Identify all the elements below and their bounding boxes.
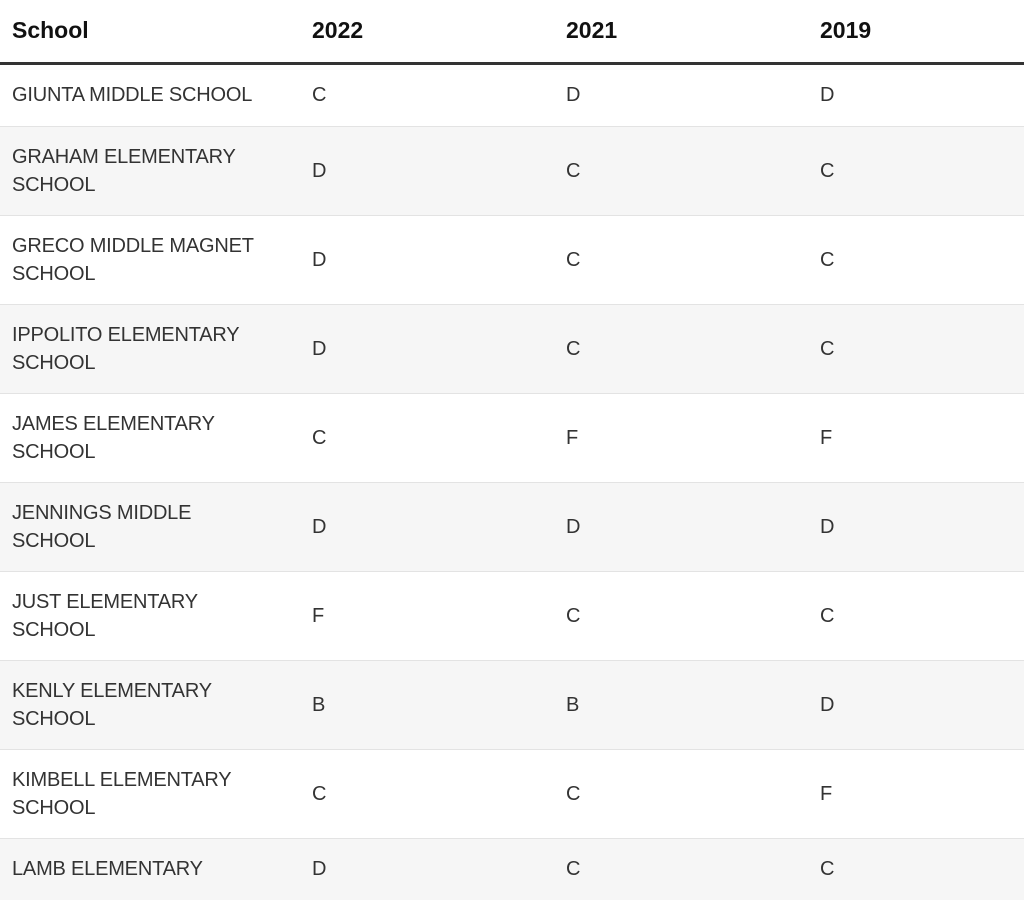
school-name-cell: JUST ELEMENTARY SCHOOL [0,571,300,661]
school-name-cell: JENNINGS MIDDLE SCHOOL [0,482,300,572]
grade-2021-cell: C [554,304,808,394]
school-name-cell: GRECO MIDDLE MAGNET SCHOOL [0,215,300,305]
grade-2022-cell: D [300,215,554,305]
column-header-2021[interactable]: 2021 [554,0,808,65]
grade-2022-cell: B [300,660,554,750]
grade-2022-cell: C [300,63,554,127]
school-name-cell: JAMES ELEMENTARY SCHOOL [0,393,300,483]
school-name-cell: LAMB ELEMENTARY [0,838,300,900]
grade-2019-cell: C [808,215,1024,305]
grade-2022-cell: D [300,304,554,394]
grade-2021-cell: D [554,63,808,127]
grade-2021-cell: C [554,126,808,216]
table-row: GIUNTA MIDDLE SCHOOL C D D [0,63,1024,127]
grade-2019-cell: D [808,482,1024,572]
grade-2019-cell: C [808,571,1024,661]
grade-2021-cell: C [554,571,808,661]
grade-2022-cell: D [300,126,554,216]
column-header-2019[interactable]: 2019 [808,0,1024,65]
table-body: GIUNTA MIDDLE SCHOOL C D D GRAHAM ELEMEN… [0,63,1024,900]
grade-2022-cell: C [300,749,554,839]
grade-2019-cell: F [808,749,1024,839]
grade-2022-cell: D [300,838,554,900]
grade-2019-cell: C [808,304,1024,394]
grade-2019-cell: D [808,63,1024,127]
header-row: School 2022 2021 2019 [0,0,1024,65]
table-row: KENLY ELEMENTARY SCHOOL B B D [0,660,1024,750]
school-name-cell: IPPOLITO ELEMENTARY SCHOOL [0,304,300,394]
table-row: IPPOLITO ELEMENTARY SCHOOL D C C [0,304,1024,394]
column-header-2022[interactable]: 2022 [300,0,554,65]
grade-2021-cell: C [554,215,808,305]
school-name-cell: GRAHAM ELEMENTARY SCHOOL [0,126,300,216]
table-header: School 2022 2021 2019 [0,0,1024,65]
table-row: JAMES ELEMENTARY SCHOOL C F F [0,393,1024,483]
grade-2022-cell: C [300,393,554,483]
table-row: LAMB ELEMENTARY D C C [0,838,1024,900]
table-row: JENNINGS MIDDLE SCHOOL D D D [0,482,1024,572]
grade-2021-cell: B [554,660,808,750]
grade-2019-cell: C [808,838,1024,900]
table-row: KIMBELL ELEMENTARY SCHOOL C C F [0,749,1024,839]
grade-2021-cell: C [554,749,808,839]
grade-2021-cell: F [554,393,808,483]
table-row: GRECO MIDDLE MAGNET SCHOOL D C C [0,215,1024,305]
column-header-school[interactable]: School [0,0,300,65]
school-name-cell: KENLY ELEMENTARY SCHOOL [0,660,300,750]
school-name-cell: GIUNTA MIDDLE SCHOOL [0,63,300,127]
school-name-cell: KIMBELL ELEMENTARY SCHOOL [0,749,300,839]
grade-2022-cell: F [300,571,554,661]
grade-2019-cell: F [808,393,1024,483]
grade-2019-cell: D [808,660,1024,750]
grade-2021-cell: D [554,482,808,572]
grade-2019-cell: C [808,126,1024,216]
grade-2022-cell: D [300,482,554,572]
table-row: JUST ELEMENTARY SCHOOL F C C [0,571,1024,661]
table-row: GRAHAM ELEMENTARY SCHOOL D C C [0,126,1024,216]
grade-2021-cell: C [554,838,808,900]
